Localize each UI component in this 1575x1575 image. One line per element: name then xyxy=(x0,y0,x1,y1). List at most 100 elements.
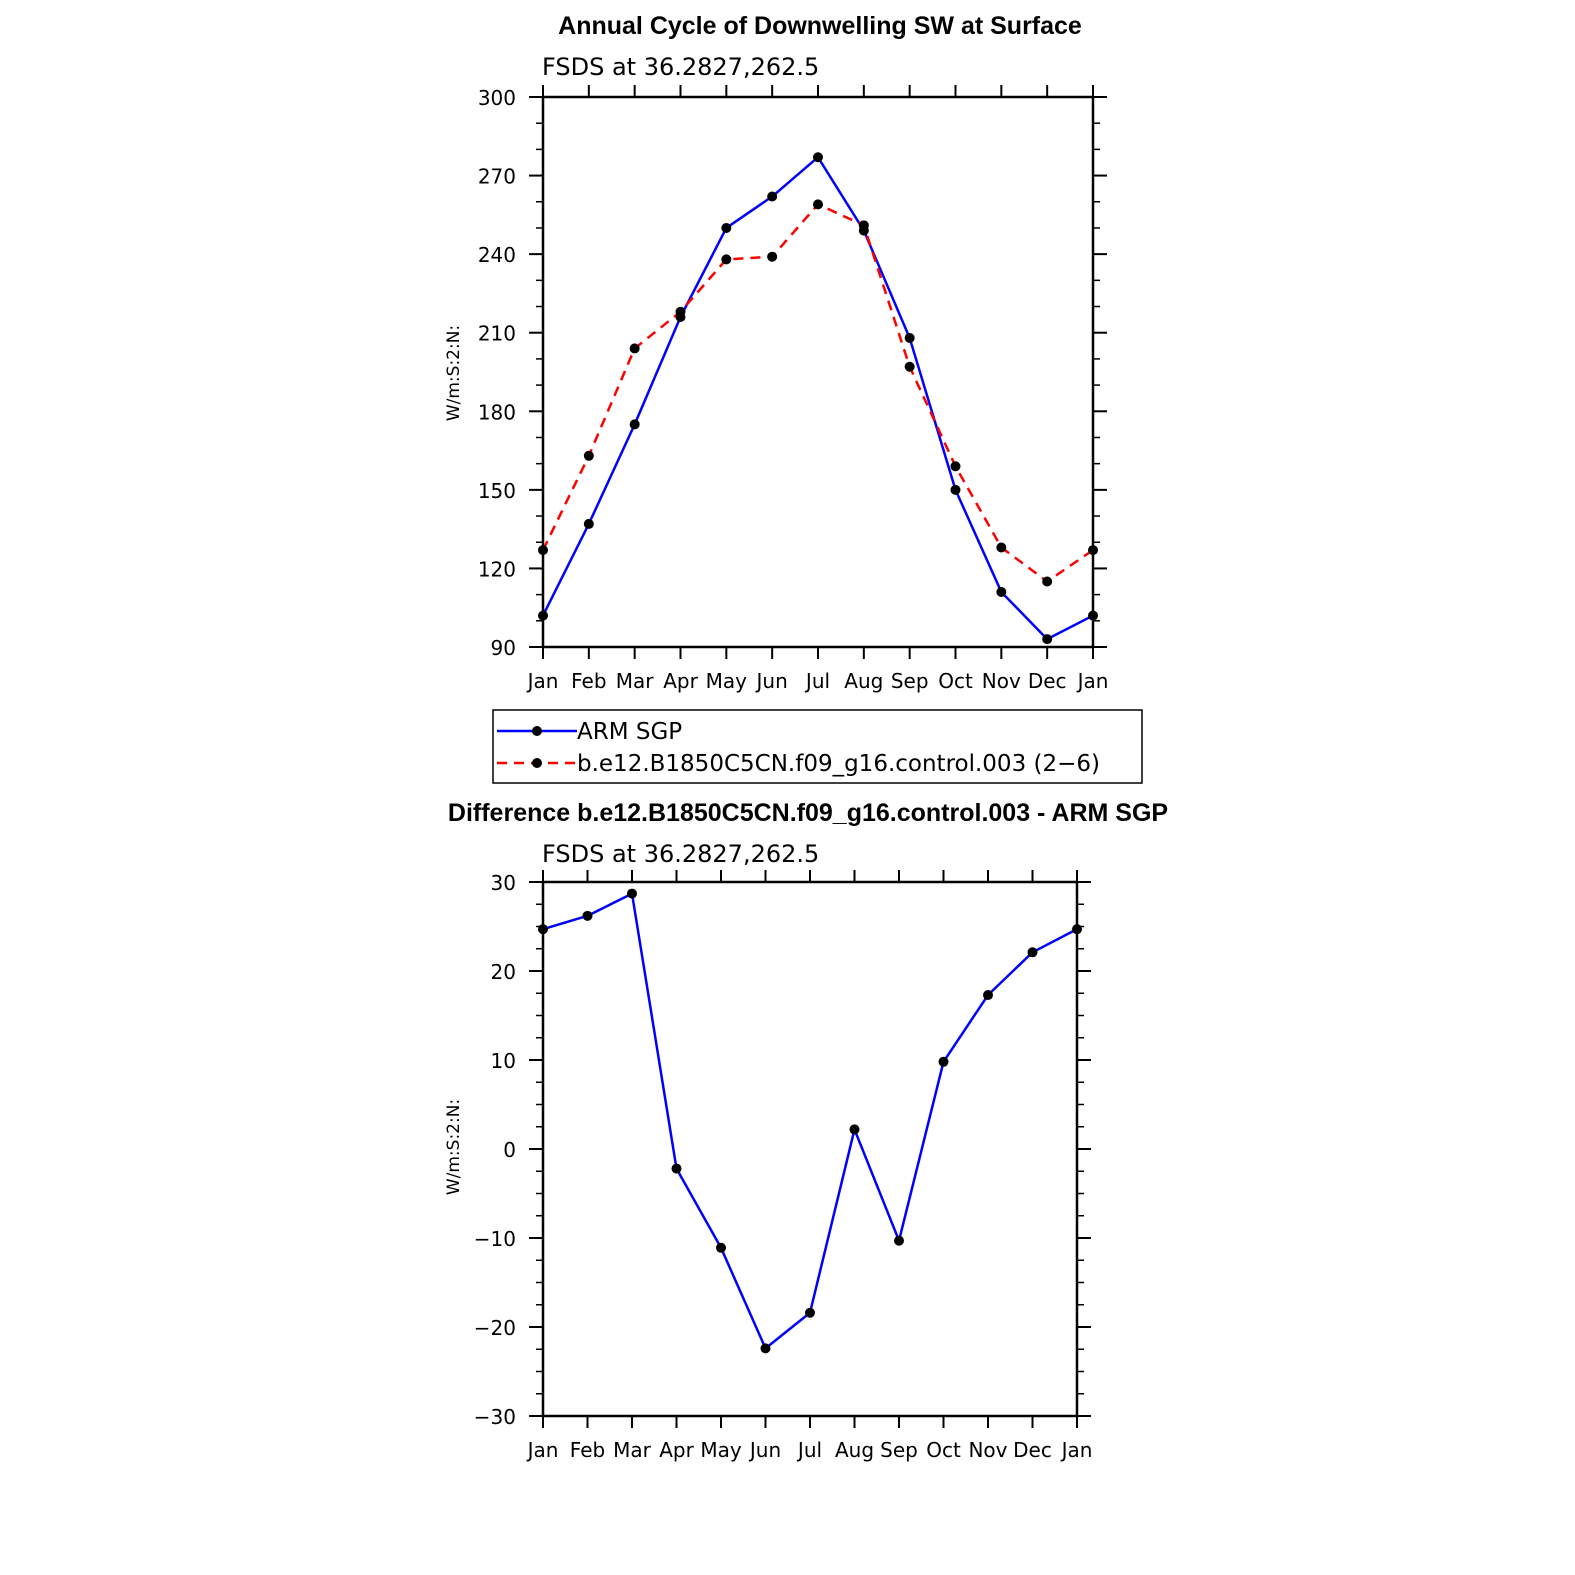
annual-cycle-series-1-point xyxy=(629,343,640,354)
difference-series-points xyxy=(538,888,1082,1354)
annual-cycle-x-tick-label: Jan xyxy=(526,669,559,693)
difference-x-tick-label: Apr xyxy=(659,1438,694,1462)
annual-cycle-series-0-point xyxy=(813,152,823,163)
legend-box xyxy=(492,709,1143,784)
annual-cycle-y-tick-label: 300 xyxy=(478,86,516,110)
annual-cycle-x-tick-label: Jul xyxy=(804,669,830,693)
legend-swatch-marker-arm-sgp xyxy=(532,726,542,736)
annual-cycle-y-tick-label: 240 xyxy=(478,243,516,267)
legend-label-model: b.e12.B1850C5CN.f09_g16.control.003 (2−6… xyxy=(577,751,1100,777)
legend: ARM SGP b.e12.B1850C5CN.f09_g16.control.… xyxy=(492,709,1143,784)
annual-cycle-x-tick-label: Oct xyxy=(938,669,973,693)
annual-cycle-series-1-point xyxy=(904,361,915,372)
annual-cycle-panel: Annual Cycle of Downwelling SW at Surfac… xyxy=(444,12,1108,693)
annual-cycle-series-lines xyxy=(541,155,1094,641)
difference-series-0-point xyxy=(983,990,993,1001)
difference-x-tick-label: Oct xyxy=(926,1438,961,1462)
annual-cycle-subtitle: FSDS at 36.2827,262.5 xyxy=(542,53,819,81)
annual-cycle-series-1-point xyxy=(950,461,961,472)
annual-cycle-series-0-point xyxy=(996,587,1007,597)
difference-axis-ticks xyxy=(529,870,1091,1428)
difference-x-tick-label: Dec xyxy=(1013,1438,1052,1462)
annual-cycle-series-1-point xyxy=(538,545,548,556)
difference-series-lines xyxy=(542,892,1078,1350)
difference-series-0-point xyxy=(716,1242,726,1253)
annual-cycle-x-tick-label: Jun xyxy=(755,669,788,693)
annual-cycle-series-0-point xyxy=(583,518,594,529)
difference-title: Difference b.e12.B1850C5CN.f09_g16.contr… xyxy=(448,799,1168,827)
annual-cycle-series-1-point xyxy=(858,220,869,231)
difference-x-tick-label: Jan xyxy=(1060,1438,1093,1462)
annual-cycle-x-tick-label: Mar xyxy=(616,669,655,693)
annual-cycle-x-tick-label: Jan xyxy=(1076,669,1109,693)
annual-cycle-series-line-0 xyxy=(541,155,1094,641)
difference-y-tick-label: 10 xyxy=(491,1049,516,1073)
annual-cycle-series-0-point xyxy=(1088,610,1098,621)
difference-panel: Difference b.e12.B1850C5CN.f09_g16.contr… xyxy=(444,799,1168,1462)
difference-series-0-point xyxy=(849,1124,860,1135)
difference-series-0-point xyxy=(671,1163,682,1174)
annual-cycle-x-tick-label: Aug xyxy=(844,669,883,693)
difference-y-tick-labels: −30 −20 −10 0 10 20 30 xyxy=(474,871,516,1429)
annual-cycle-series-0-point xyxy=(767,191,778,202)
annual-cycle-series-1-point xyxy=(1042,576,1053,587)
annual-cycle-series-1-point xyxy=(721,254,732,265)
annual-cycle-series-0-point xyxy=(950,484,961,495)
annual-cycle-y-tick-label: 120 xyxy=(478,557,516,581)
difference-x-tick-label: Jan xyxy=(526,1438,559,1462)
difference-x-tick-label: Sep xyxy=(880,1438,918,1462)
annual-cycle-series-0-point xyxy=(629,419,640,430)
difference-x-tick-label: Jul xyxy=(796,1438,822,1462)
difference-y-tick-label: 20 xyxy=(491,960,516,984)
annual-cycle-y-tick-label: 270 xyxy=(478,165,516,189)
annual-cycle-y-tick-label: 150 xyxy=(478,479,516,503)
annual-cycle-y-axis-label: W/m:S:2:N: xyxy=(444,325,464,421)
annual-cycle-series-1-point xyxy=(996,542,1007,553)
difference-y-tick-label: 30 xyxy=(491,871,516,895)
difference-series-0-point xyxy=(1027,947,1038,958)
annual-cycle-series-1-point xyxy=(1088,545,1098,556)
difference-series-0-point xyxy=(538,924,548,935)
difference-series-0-point xyxy=(894,1235,904,1246)
difference-series-0-point xyxy=(805,1307,815,1318)
difference-y-tick-label: 0 xyxy=(503,1138,516,1162)
annual-cycle-series-1-point xyxy=(767,251,778,262)
annual-cycle-x-tick-label: Apr xyxy=(663,669,698,693)
annual-cycle-title: Annual Cycle of Downwelling SW at Surfac… xyxy=(558,12,1082,40)
difference-series-0-point xyxy=(760,1343,771,1354)
annual-cycle-y-tick-label: 210 xyxy=(478,322,516,346)
difference-x-tick-label: Nov xyxy=(968,1438,1007,1462)
annual-cycle-series-points xyxy=(538,152,1098,645)
difference-x-tick-label: Jun xyxy=(748,1438,781,1462)
difference-y-axis-label: W/m:S:2:N: xyxy=(444,1099,464,1195)
difference-series-line-0 xyxy=(542,892,1078,1350)
difference-plot-frame xyxy=(541,880,1079,1418)
legend-label-arm-sgp: ARM SGP xyxy=(577,719,682,745)
difference-y-tick-label: −30 xyxy=(474,1405,516,1429)
difference-y-tick-label: −20 xyxy=(474,1316,516,1340)
difference-x-tick-labels: Jan Feb Mar Apr May Jun Jul Aug Sep Oct Nov Dec Jan xyxy=(526,1438,1093,1462)
annual-cycle-x-tick-label: Sep xyxy=(891,669,929,693)
legend-swatch-marker-model xyxy=(532,758,542,768)
annual-cycle-x-tick-label: Dec xyxy=(1028,669,1067,693)
annual-cycle-y-tick-label: 90 xyxy=(491,636,516,660)
difference-x-tick-label: Feb xyxy=(570,1438,605,1462)
annual-cycle-x-tick-labels: Jan Feb Mar Apr May Jun Jul Aug Sep Oct Nov Dec Jan xyxy=(526,669,1109,693)
difference-series-0-point xyxy=(938,1056,949,1067)
difference-y-tick-label: −10 xyxy=(474,1227,516,1251)
annual-cycle-series-1-point xyxy=(813,199,823,210)
difference-series-0-point xyxy=(1072,924,1082,935)
annual-cycle-y-tick-labels: 90 120 150 180 210 240 270 300 xyxy=(478,86,516,660)
annual-cycle-x-tick-label: May xyxy=(706,669,748,693)
annual-cycle-series-0-point xyxy=(1042,634,1053,645)
annual-cycle-series-0-point xyxy=(904,332,915,343)
annual-cycle-series-0-point xyxy=(538,610,548,621)
difference-x-tick-label: Mar xyxy=(613,1438,652,1462)
annual-cycle-series-1-point xyxy=(583,450,594,461)
difference-x-tick-label: May xyxy=(700,1438,742,1462)
annual-cycle-series-1-point xyxy=(675,306,686,317)
difference-series-0-point xyxy=(582,910,593,921)
difference-subtitle: FSDS at 36.2827,262.5 xyxy=(542,840,819,868)
annual-cycle-x-tick-label: Feb xyxy=(571,669,606,693)
